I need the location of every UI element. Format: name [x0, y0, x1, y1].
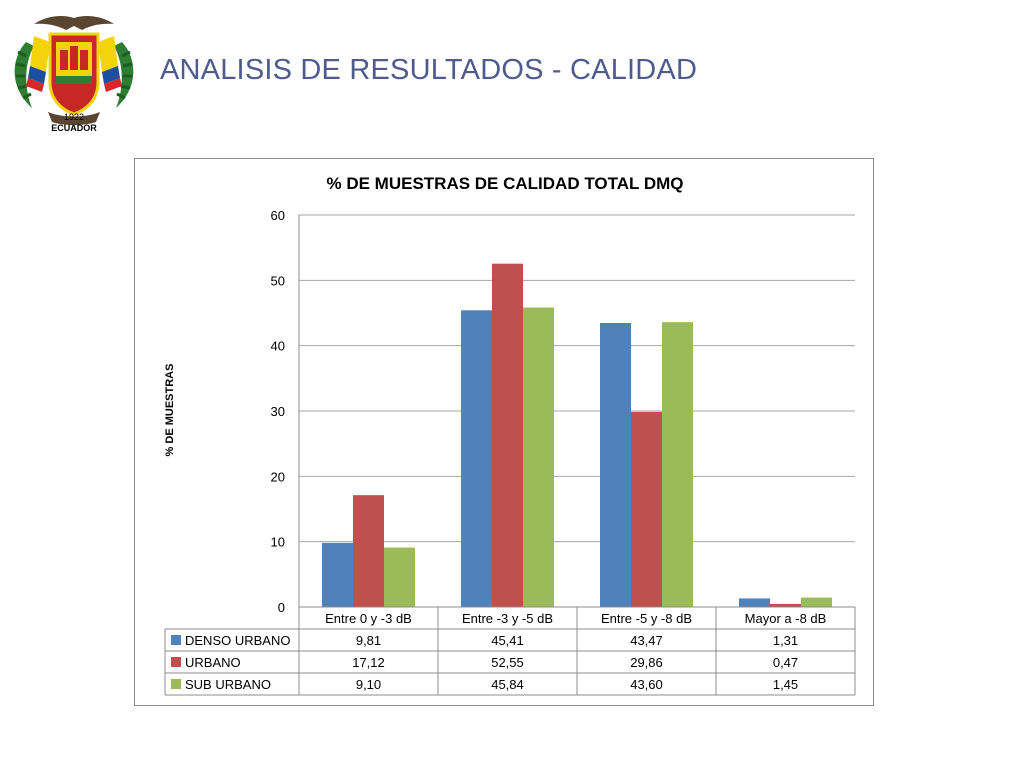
table-cell-value: 52,55 [491, 655, 524, 670]
table-cell-value: 43,60 [630, 677, 663, 692]
y-tick-label: 40 [271, 339, 285, 354]
y-tick-label: 50 [271, 273, 285, 288]
table-cell-value: 29,86 [630, 655, 663, 670]
bar [322, 542, 353, 607]
bar [801, 597, 832, 607]
table-cell-value: 0,47 [773, 655, 798, 670]
y-tick-label: 20 [271, 469, 285, 484]
logo-year-text: 1922 [64, 112, 84, 122]
x-category-label: Entre 0 y -3 dB [325, 611, 412, 626]
y-tick-label: 10 [271, 535, 285, 550]
chart-title: % DE MUESTRAS DE CALIDAD TOTAL DMQ [326, 174, 683, 193]
slide-title: ANALISIS DE RESULTADOS - CALIDAD [160, 54, 698, 86]
y-axis-label: % DE MUESTRAS [164, 364, 176, 457]
legend-swatch [171, 679, 181, 689]
x-category-label: Entre -5 y -8 dB [601, 611, 692, 626]
y-tick-label: 0 [278, 600, 285, 615]
chart-bars [322, 263, 832, 607]
x-category-label: Mayor a -8 dB [745, 611, 827, 626]
bar [600, 322, 631, 607]
table-cell-value: 45,41 [491, 633, 524, 648]
legend-series-name: DENSO URBANO [185, 633, 290, 648]
bar [461, 310, 492, 607]
x-category-label: Entre -3 y -5 dB [462, 611, 553, 626]
bar [739, 598, 770, 607]
bar [662, 322, 693, 607]
y-tick-label: 30 [271, 404, 285, 419]
bar [384, 547, 415, 607]
table-cell-value: 1,31 [773, 633, 798, 648]
table-cell-value: 1,45 [773, 677, 798, 692]
table-cell-value: 9,10 [356, 677, 381, 692]
table-cell-value: 45,84 [491, 677, 524, 692]
bar [523, 307, 554, 607]
legend-series-name: SUB URBANO [185, 677, 271, 692]
logo-country-text: ECUADOR [51, 123, 97, 133]
bar [770, 603, 801, 607]
legend-swatch [171, 657, 181, 667]
bar [492, 263, 523, 607]
legend-series-name: URBANO [185, 655, 241, 670]
table-cell-value: 43,47 [630, 633, 663, 648]
chart-axes: 0 10 20 30 40 50 60 [271, 208, 300, 615]
coat-of-arms-logo: 1922 ECUADOR [4, 12, 144, 134]
bar [353, 495, 384, 607]
chart-container: 0 10 20 30 40 50 60 Entre 0 y -3 dB Entre -3 y … [134, 158, 874, 706]
bar [631, 411, 662, 607]
legend-swatch [171, 635, 181, 645]
table-cell-value: 17,12 [352, 655, 385, 670]
data-table: Entre 0 y -3 dB Entre -3 y -5 dB Entre -5 … [164, 606, 856, 696]
table-cell-value: 9,81 [356, 633, 381, 648]
y-tick-label: 60 [271, 208, 285, 223]
bar-chart: 0 10 20 30 40 50 60 Entre 0 y -3 dB Entre -3 y … [164, 174, 856, 696]
